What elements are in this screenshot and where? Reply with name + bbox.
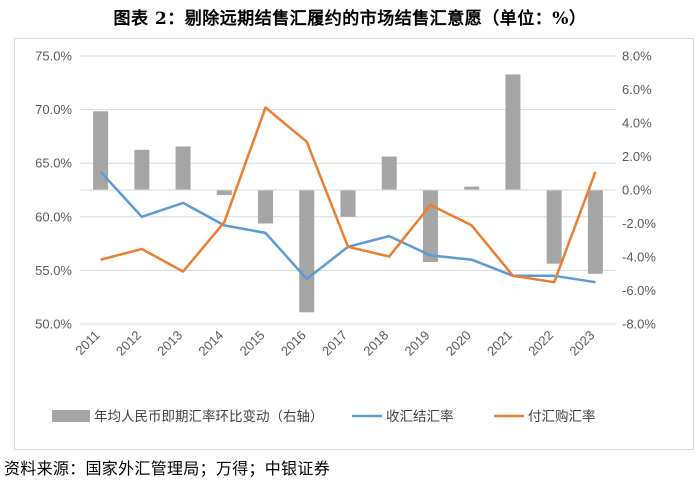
- chart: 50.0% 55.0% 60.0% 65.0% 70.0% 75.0% -8.0% -6.0…: [14, 38, 694, 450]
- x-tick-label: 2023: [566, 328, 597, 359]
- right-tick-label: 0.0%: [622, 183, 652, 198]
- x-tick-label: 2014: [195, 328, 226, 359]
- x-axis: 2011 2012 2013 2014 2015 2016 2017 2018 2019 2020…: [72, 328, 597, 359]
- legend: 年均人民币即期汇率环比变动（右轴） 收汇结汇率 付汇购汇率: [52, 408, 596, 425]
- x-tick-label: 2021: [484, 328, 515, 359]
- right-tick-label: 8.0%: [622, 49, 652, 64]
- bar-series: [93, 74, 603, 313]
- x-tick-label: 2019: [402, 328, 433, 359]
- bar: [587, 190, 603, 274]
- bar: [134, 149, 150, 190]
- left-tick-label: 70.0%: [35, 102, 72, 117]
- grid: [80, 55, 616, 325]
- x-tick-label: 2013: [154, 328, 185, 359]
- legend-label: 年均人民币即期汇率环比变动（右轴）: [94, 408, 324, 425]
- bar: [546, 190, 562, 264]
- x-tick-label: 2015: [237, 328, 268, 359]
- line-series: [99, 106, 597, 284]
- x-tick-label: 2020: [443, 328, 474, 359]
- bar: [175, 146, 191, 190]
- x-tick-label: 2016: [278, 328, 309, 359]
- legend-label: 收汇结汇率: [386, 408, 454, 425]
- bar: [299, 190, 315, 313]
- right-tick-label: 2.0%: [622, 149, 652, 164]
- left-axis: 50.0% 55.0% 60.0% 65.0% 70.0% 75.0%: [35, 49, 72, 332]
- left-tick-label: 60.0%: [35, 209, 72, 224]
- legend-swatch: [52, 410, 90, 422]
- right-tick-label: -4.0%: [622, 250, 656, 265]
- x-tick-label: 2022: [525, 328, 556, 359]
- bar: [505, 74, 521, 190]
- right-tick-label: -8.0%: [622, 317, 656, 332]
- x-tick-label: 2018: [360, 328, 391, 359]
- left-tick-label: 65.0%: [35, 156, 72, 171]
- bar: [93, 111, 109, 190]
- left-tick-label: 55.0%: [35, 263, 72, 278]
- right-tick-label: 6.0%: [622, 82, 652, 97]
- line-series-path: [100, 106, 597, 284]
- bar: [258, 190, 274, 224]
- legend-label: 付汇购汇率: [528, 408, 596, 425]
- x-tick-label: 2012: [113, 328, 144, 359]
- right-tick-label: -6.0%: [622, 283, 656, 298]
- x-tick-label: 2011: [72, 328, 102, 358]
- bar: [464, 186, 480, 190]
- right-tick-label: -2.0%: [622, 216, 656, 231]
- chart-title: 图表 2：剔除远期结售汇履约的市场结售汇意愿（单位：%）: [113, 9, 587, 29]
- source-note: 资料来源：国家外汇管理局；万得；中银证券: [4, 459, 331, 478]
- right-axis: -8.0% -6.0% -4.0% -2.0% 0.0% 2.0% 4.0% 6.0% 8.0%: [622, 49, 656, 332]
- left-tick-label: 75.0%: [35, 49, 72, 64]
- chart-frame: [14, 38, 694, 450]
- left-tick-label: 50.0%: [35, 317, 72, 332]
- bar: [381, 156, 397, 190]
- bar: [216, 190, 232, 196]
- bar: [422, 190, 438, 263]
- right-tick-label: 4.0%: [622, 116, 652, 131]
- x-tick-label: 2017: [319, 328, 350, 359]
- bar: [340, 190, 356, 217]
